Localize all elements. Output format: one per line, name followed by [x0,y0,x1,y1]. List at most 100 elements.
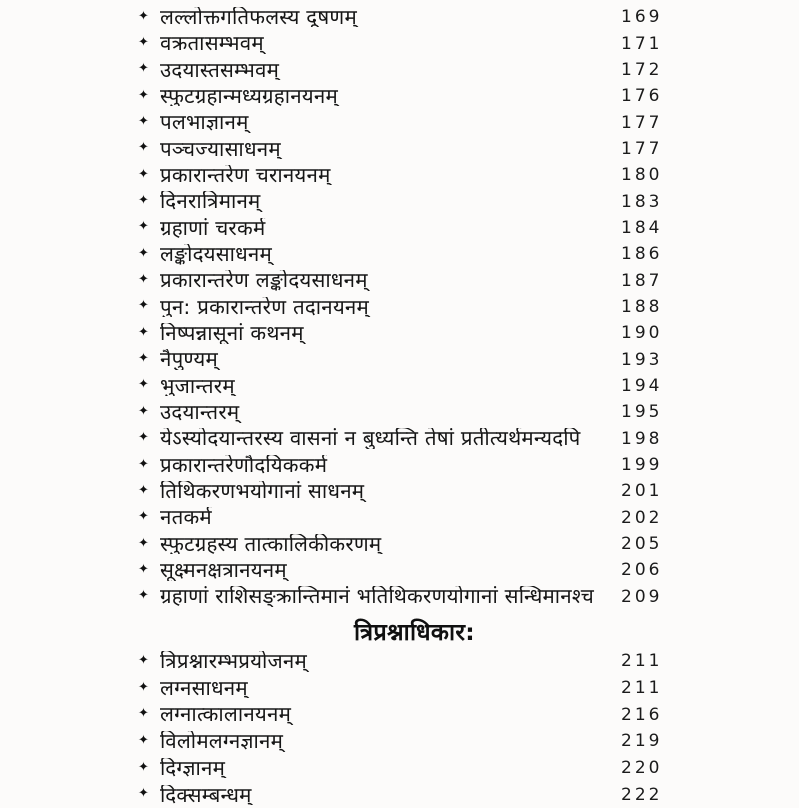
diamond-bullet-icon: ✦ [138,588,149,604]
toc-entry-title: येऽस्योदयान्तरस्य वासनां न बुध्यन्ति तेष… [160,428,581,449]
toc-entry-page-number: 216 [621,704,663,725]
toc-entry-page-number: 194 [621,375,663,396]
toc-row: ✦ वक्रतासम्भवम् 171 [0,30,799,56]
toc-row: ✦ प्रकारान्तरेण लङ्कोदयसाधनम् 187 [0,267,799,293]
toc-entry-title: त्रिप्रश्नारम्भप्रयोजनम् [160,651,307,672]
toc-row: ✦ उदयान्तरम् 195 [0,399,799,425]
toc-row: ✦ प्रकारान्तरेणौदयिककर्म 199 [0,452,799,478]
toc-entry-title: लग्नसाधनम् [160,677,248,699]
toc-entry-title: उदयास्तसम्भवम् [160,59,280,81]
toc-entry-title: नैपुण्यम् [160,349,218,370]
toc-entry-title: लल्लोक्तगतिफलस्य दूषणम् [160,6,357,28]
toc-entry-page-number: 183 [621,191,663,212]
toc-entry-page-number: 177 [621,138,663,159]
diamond-bullet-icon: ✦ [138,61,149,77]
diamond-bullet-icon: ✦ [138,298,149,314]
toc-entry-title: भुजान्तरम् [160,375,235,397]
toc-entry-title: लग्नात्कालानयनम् [160,704,292,725]
diamond-bullet-icon: ✦ [138,219,149,235]
toc-entry-title: वक्रतासम्भवम् [160,33,264,54]
diamond-bullet-icon: ✦ [138,403,149,419]
diamond-bullet-icon: ✦ [138,166,149,182]
diamond-bullet-icon: ✦ [138,706,149,722]
toc-row: ✦ लग्नसाधनम् 211 [0,675,799,702]
toc-entry-page-number: 195 [621,402,663,423]
toc-entry-page-number: 206 [621,560,663,581]
toc-entry-title: दिक्सम्बन्धम् [160,784,252,806]
toc-entry-page-number: 184 [621,217,663,238]
toc-entry-title: दिनरात्रिमानम् [160,191,261,212]
diamond-bullet-icon: ✦ [138,561,149,577]
diamond-bullet-icon: ✦ [138,324,149,340]
toc-entry-title: विलोमलग्नज्ञानम् [160,731,284,752]
toc-row: ✦ निष्पन्नासूनां कथनम् 190 [0,320,799,346]
toc-entry-page-number: 172 [621,59,663,80]
toc-row: ✦ पञ्चज्यासाधनम् 177 [0,136,799,162]
toc-entry-title: ग्रहाणां राशिसङ्क्रान्तिमानं भतिथिकरणयोग… [160,586,594,607]
toc-entry-page-number: 199 [621,455,663,476]
toc-row: ✦ भुजान्तरम् 194 [0,373,799,399]
toc-entry-title: सूक्ष्मनक्षत्रानयनम् [160,560,287,581]
toc-entry-title: प्रकारान्तरेण चरानयनम् [160,164,331,186]
toc-entry-page-number: 219 [621,731,663,752]
toc-entry-page-number: 198 [621,428,663,449]
toc-row: ✦ लङ्कोदयसाधनम् 186 [0,241,799,267]
toc-entry-page-number: 201 [621,481,663,502]
toc-section-2: ✦ त्रिप्रश्नारम्भप्रयोजनम् 211 ✦ लग्नसाध… [0,648,799,808]
toc-entry-page-number: 176 [621,86,663,107]
diamond-bullet-icon: ✦ [138,430,149,446]
toc-entry-page-number: 171 [621,33,663,54]
toc-entry-title: लङ्कोदयसाधनम् [160,244,272,265]
diamond-bullet-icon: ✦ [138,272,149,288]
diamond-bullet-icon: ✦ [138,87,149,103]
toc-entry-page-number: 220 [621,758,663,779]
toc-entry-page-number: 187 [621,270,663,291]
toc-entry-title: प्रकारान्तरेणौदयिककर्म [160,454,328,476]
toc-entry-page-number: 186 [621,244,663,265]
toc-entry-title: उदयान्तरम् [160,402,240,423]
toc-row: ✦ ग्रहाणां राशिसङ्क्रान्तिमानं भतिथिकरणय… [0,584,799,610]
toc-row: ✦ स्फुटग्रहान्मध्यग्रहानयनम् 176 [0,83,799,109]
diamond-bullet-icon: ✦ [138,509,149,525]
diamond-bullet-icon: ✦ [138,652,149,668]
toc-row: ✦ दिनरात्रिमानम् 183 [0,188,799,214]
toc-entry-title: स्फुटग्रहान्मध्यग्रहानयनम् [160,85,338,107]
toc-entry-title: ग्रहाणां चरकर्म [160,217,266,239]
diamond-bullet-icon: ✦ [138,786,149,802]
toc-row: ✦ पलभाज्ञानम् 177 [0,109,799,135]
diamond-bullet-icon: ✦ [138,482,149,498]
diamond-bullet-icon: ✦ [138,140,149,156]
toc-entry-page-number: 211 [621,651,663,672]
toc-row: ✦ प्रकारान्तरेण चरानयनम् 180 [0,162,799,188]
toc-entry-page-number: 169 [621,7,663,28]
toc-row: ✦ ग्रहाणां चरकर्म 184 [0,215,799,241]
diamond-bullet-icon: ✦ [138,535,149,551]
toc-entry-page-number: 180 [621,165,663,186]
diamond-bullet-icon: ✦ [138,114,149,130]
diamond-bullet-icon: ✦ [138,351,149,367]
toc-row: ✦ पुन: प्रकारान्तरेण तदानयनम् 188 [0,294,799,320]
toc-entry-title: तिथिकरणभयोगानां साधनम् [160,481,365,502]
toc-entry-page-number: 193 [621,349,663,370]
diamond-bullet-icon: ✦ [138,377,149,393]
toc-entry-title: पुन: प्रकारान्तरेण तदानयनम् [160,296,369,318]
diamond-bullet-icon: ✦ [138,732,149,748]
toc-entry-page-number: 202 [621,507,663,528]
toc-row: ✦ स्फुटग्रहस्य तात्कालिकीकरणम् 205 [0,531,799,557]
toc-entry-title: निष्पन्नासूनां कथनम् [160,323,304,344]
toc-entry-title: पलभाज्ञानम् [160,112,249,133]
toc-row: ✦ उदयास्तसम्भवम् 172 [0,57,799,83]
diamond-bullet-icon: ✦ [138,456,149,472]
toc-row: ✦ सूक्ष्मनक्षत्रानयनम् 206 [0,557,799,583]
toc-section-1: ✦ लल्लोक्तगतिफलस्य दूषणम् 169 ✦ वक्रतासम… [0,4,799,610]
diamond-bullet-icon: ✦ [138,245,149,261]
toc-entry-page-number: 222 [621,784,663,805]
toc-entry-title: नतकर्म [160,507,212,528]
toc-row: ✦ नतकर्म 202 [0,505,799,531]
toc-entry-page-number: 188 [621,296,663,317]
toc-row: ✦ विलोमलग्नज्ञानम् 219 [0,728,799,755]
diamond-bullet-icon: ✦ [138,193,149,209]
toc-row: ✦ दिक्सम्बन्धम् 222 [0,781,799,808]
toc-entry-title: पञ्चज्यासाधनम् [160,138,281,160]
toc-entry-title: प्रकारान्तरेण लङ्कोदयसाधनम् [160,270,368,291]
